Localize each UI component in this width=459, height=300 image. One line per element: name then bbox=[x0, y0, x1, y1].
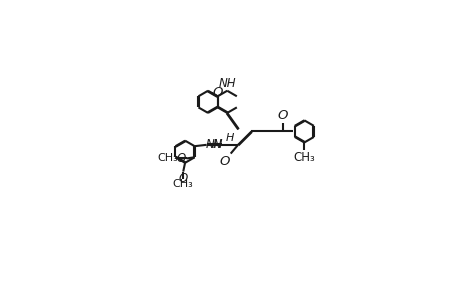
Text: CH₃: CH₃ bbox=[173, 179, 193, 190]
Text: O: O bbox=[218, 154, 229, 167]
Text: O: O bbox=[212, 85, 222, 99]
Text: O: O bbox=[176, 152, 185, 165]
Text: O: O bbox=[178, 172, 187, 185]
Text: NH: NH bbox=[218, 77, 235, 90]
Text: N: N bbox=[213, 138, 221, 151]
Text: NH: NH bbox=[205, 138, 222, 151]
Text: CH₃: CH₃ bbox=[293, 151, 314, 164]
Text: H: H bbox=[225, 133, 234, 143]
Text: O: O bbox=[277, 110, 287, 122]
Text: CH₃: CH₃ bbox=[157, 153, 178, 164]
